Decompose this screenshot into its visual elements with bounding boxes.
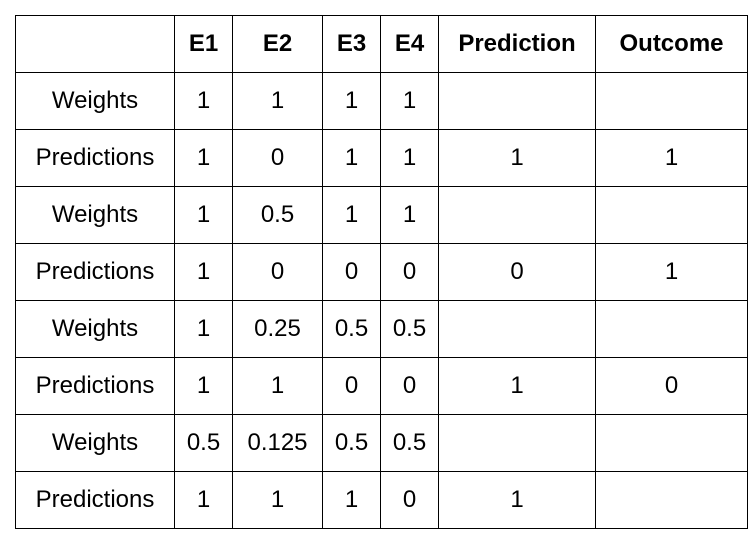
row-label-cell: Weights (15, 186, 175, 244)
row-label-cell: Weights (15, 300, 175, 358)
table-row: Weights 0.5 0.125 0.5 0.5 (15, 414, 748, 472)
table-row: Predictions 1 0 0 0 0 1 (15, 243, 748, 301)
e3-cell: 0 (322, 357, 381, 415)
e3-cell: 1 (322, 471, 381, 529)
outcome-cell (595, 300, 748, 358)
table-row: Predictions 1 1 0 0 1 0 (15, 357, 748, 415)
e2-cell: 0 (232, 129, 323, 187)
outcome-cell (595, 186, 748, 244)
e1-cell: 1 (174, 129, 233, 187)
weights-predictions-table: E1 E2 E3 E4 Prediction Outcome Weights 1… (15, 15, 748, 529)
table-row: Weights 1 0.25 0.5 0.5 (15, 300, 748, 358)
prediction-cell: 0 (438, 243, 596, 301)
e2-cell: 0 (232, 243, 323, 301)
e2-cell: 1 (232, 72, 323, 130)
e2-cell: 1 (232, 471, 323, 529)
table-row: Predictions 1 0 1 1 1 1 (15, 129, 748, 187)
e4-cell: 1 (380, 186, 439, 244)
e4-cell: 0.5 (380, 414, 439, 472)
e1-cell: 1 (174, 357, 233, 415)
outcome-cell: 0 (595, 357, 748, 415)
e2-cell: 0.125 (232, 414, 323, 472)
e1-cell: 0.5 (174, 414, 233, 472)
e1-cell: 1 (174, 72, 233, 130)
e4-cell: 0 (380, 471, 439, 529)
row-label-cell: Weights (15, 414, 175, 472)
outcome-cell: 1 (595, 129, 748, 187)
e3-cell: 1 (322, 186, 381, 244)
prediction-cell (438, 300, 596, 358)
row-label-cell: Predictions (15, 471, 175, 529)
outcome-cell (595, 72, 748, 130)
e2-cell: 0.5 (232, 186, 323, 244)
outcome-cell (595, 471, 748, 529)
prediction-cell (438, 72, 596, 130)
e4-cell: 1 (380, 72, 439, 130)
header-cell-e2: E2 (232, 15, 323, 73)
e1-cell: 1 (174, 300, 233, 358)
e3-cell: 0 (322, 243, 381, 301)
header-cell-corner (15, 15, 175, 73)
prediction-cell: 1 (438, 471, 596, 529)
header-cell-e1: E1 (174, 15, 233, 73)
table-row: Weights 1 0.5 1 1 (15, 186, 748, 244)
row-label-cell: Predictions (15, 357, 175, 415)
e3-cell: 0.5 (322, 300, 381, 358)
e1-cell: 1 (174, 471, 233, 529)
e3-cell: 1 (322, 72, 381, 130)
e4-cell: 0 (380, 243, 439, 301)
header-row: E1 E2 E3 E4 Prediction Outcome (15, 15, 748, 73)
prediction-cell (438, 414, 596, 472)
row-label-cell: Predictions (15, 243, 175, 301)
outcome-cell (595, 414, 748, 472)
e3-cell: 1 (322, 129, 381, 187)
e1-cell: 1 (174, 243, 233, 301)
header-cell-e4: E4 (380, 15, 439, 73)
header-cell-prediction: Prediction (438, 15, 596, 73)
prediction-cell (438, 186, 596, 244)
e2-cell: 1 (232, 357, 323, 415)
row-label-cell: Weights (15, 72, 175, 130)
outcome-cell: 1 (595, 243, 748, 301)
e2-cell: 0.25 (232, 300, 323, 358)
row-label-cell: Predictions (15, 129, 175, 187)
table-row: Weights 1 1 1 1 (15, 72, 748, 130)
header-cell-outcome: Outcome (595, 15, 748, 73)
e3-cell: 0.5 (322, 414, 381, 472)
e4-cell: 0.5 (380, 300, 439, 358)
header-cell-e3: E3 (322, 15, 381, 73)
prediction-cell: 1 (438, 357, 596, 415)
e1-cell: 1 (174, 186, 233, 244)
prediction-cell: 1 (438, 129, 596, 187)
e4-cell: 1 (380, 129, 439, 187)
table-row: Predictions 1 1 1 0 1 (15, 471, 748, 529)
e4-cell: 0 (380, 357, 439, 415)
